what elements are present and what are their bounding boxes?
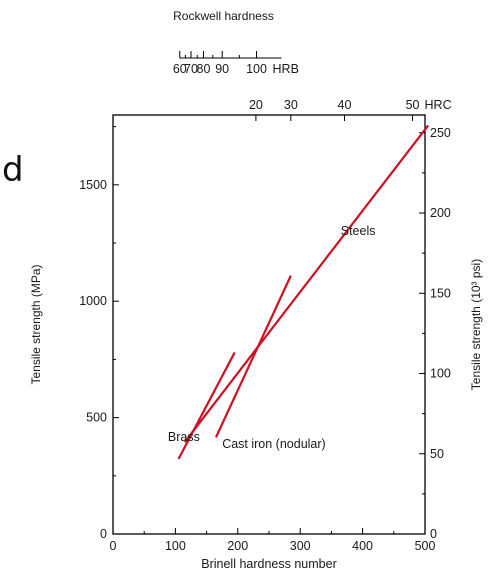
cropped-page-text: d	[2, 150, 24, 190]
y-right-tick-label: 250	[430, 126, 451, 140]
y-left-tick-label: 500	[86, 411, 107, 425]
ticks-group: 0 100 200 300 400 500050010001500050100150200…	[79, 126, 451, 553]
series-line	[183, 124, 429, 443]
y-right-axis-title: Tensile strength (10³ psi)	[469, 259, 483, 390]
hrb-tick-label: 60	[173, 62, 187, 76]
labels-group: Steels Brass Cast iron (nodular) Brinell ha…	[29, 224, 483, 571]
hrb-tick-label: 90	[215, 62, 229, 76]
series-line	[214, 275, 292, 438]
hrc-tick-label: 20	[249, 98, 263, 112]
hrc-tick-label: 50	[406, 98, 420, 112]
x-tick-label: 300	[290, 539, 311, 553]
y-right-tick-label: 200	[430, 206, 451, 220]
hrb-tick-label: 70	[184, 62, 198, 76]
hrc-tick-label: 40	[338, 98, 352, 112]
y-left-tick-label: 0	[100, 527, 107, 541]
y-right-tick-label: 0	[430, 527, 437, 541]
y-right-tick-label: 100	[430, 367, 451, 381]
series-annotation: Brass	[168, 430, 200, 444]
series-line	[177, 351, 236, 460]
x-axis-title: Brinell hardness number	[201, 557, 337, 571]
y-left-tick-label: 1000	[79, 294, 107, 308]
x-tick-label: 0	[110, 539, 117, 553]
hrb-tick-label: 100	[246, 62, 267, 76]
hrc-label: HRC	[425, 98, 452, 112]
series-group	[177, 124, 429, 460]
rockwell-title: Rockwell hardness	[173, 9, 274, 23]
hrc-tick-label: 30	[284, 98, 298, 112]
y-left-tick-label: 1500	[79, 178, 107, 192]
y-right-tick-label: 50	[430, 447, 444, 461]
y-right-tick-label: 150	[430, 286, 451, 300]
y-left-axis-title: Tensile strength (MPa)	[29, 264, 43, 384]
series-annotation: Cast iron (nodular)	[222, 437, 326, 451]
x-tick-label: 200	[227, 539, 248, 553]
hrb-tick-label: 80	[197, 62, 211, 76]
x-tick-label: 400	[352, 539, 373, 553]
x-tick-label: 500	[415, 539, 436, 553]
x-tick-label: 100	[165, 539, 186, 553]
hrb-label: HRB	[273, 62, 299, 76]
series-annotation: Steels	[341, 224, 376, 238]
